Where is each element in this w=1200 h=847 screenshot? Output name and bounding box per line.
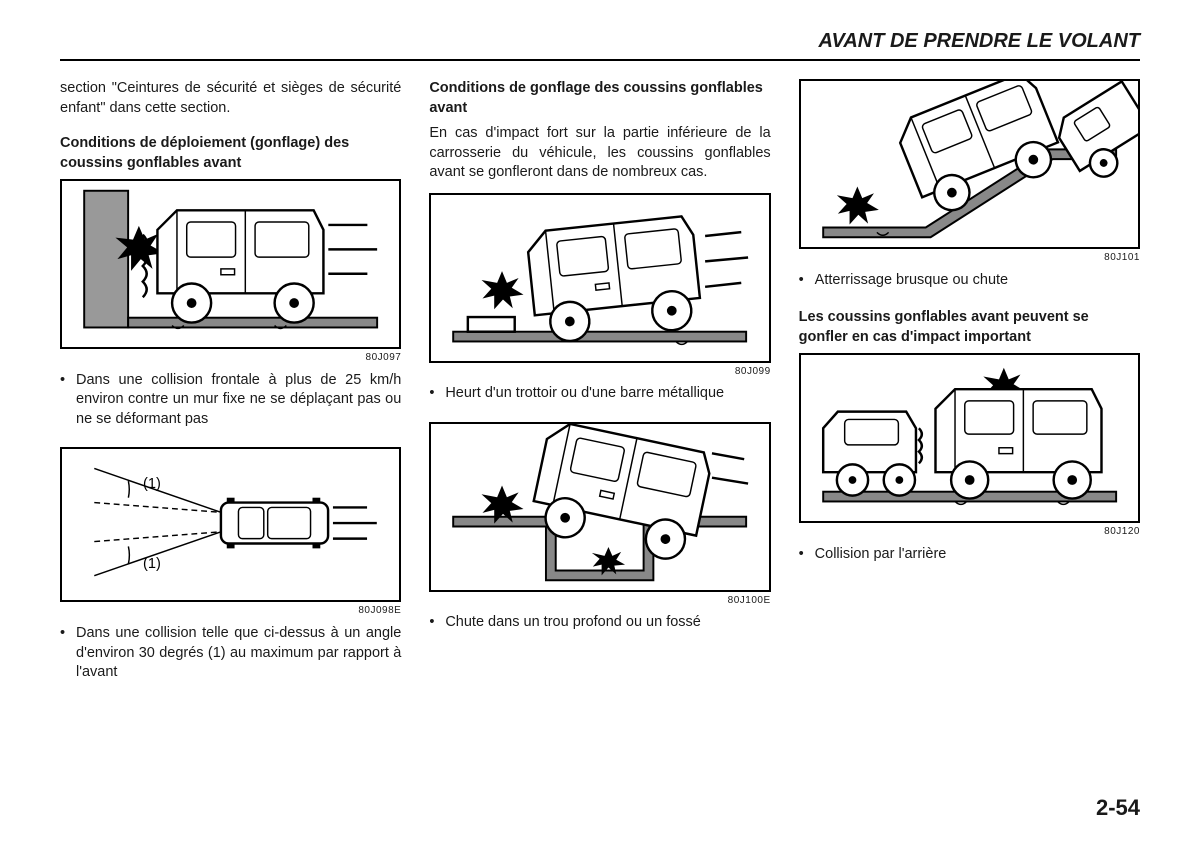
column-2: Conditions de gonflage des coussins gonf… xyxy=(429,79,770,701)
col2-bullet1-text: Heurt d'un trottoir ou d'une barre métal… xyxy=(445,384,770,404)
col2-bullet1: • Heurt d'un trottoir ou d'une barre mét… xyxy=(429,384,770,404)
fig-ref-80J120: 80J120 xyxy=(799,525,1140,539)
bullet-dot-icon: • xyxy=(429,613,445,633)
figure-hard-landing xyxy=(799,79,1140,249)
col1-intro: section "Ceintures de sécurité et sièges… xyxy=(60,79,401,118)
bullet-dot-icon: • xyxy=(60,624,76,683)
col1-bullet1: • Dans une collision frontale à plus de … xyxy=(60,371,401,430)
fig-ref-80J098E: 80J098E xyxy=(60,604,401,618)
col1-bullet1-text: Dans une collision frontale à plus de 25… xyxy=(76,371,401,430)
fig-ref-80J097: 80J097 xyxy=(60,351,401,365)
fig-ref-80J101: 80J101 xyxy=(799,251,1140,265)
col1-bullet2: • Dans une collision telle que ci-dessus… xyxy=(60,624,401,683)
figure-rear-collision xyxy=(799,353,1140,523)
column-3: 80J101 • Atterrissage brusque ou chute L… xyxy=(799,79,1140,701)
angle-label-top: (1) xyxy=(143,476,161,492)
col3-bullet2: • Collision par l'arrière xyxy=(799,545,1140,565)
figure-curb-impact xyxy=(429,193,770,363)
fig-ref-80J099: 80J099 xyxy=(429,365,770,379)
col3-bullet1: • Atterrissage brusque ou chute xyxy=(799,271,1140,291)
col2-intro: En cas d'impact fort sur la partie infér… xyxy=(429,124,770,183)
bullet-dot-icon: • xyxy=(429,384,445,404)
bullet-dot-icon: • xyxy=(799,271,815,291)
col3-bullet1-text: Atterrissage brusque ou chute xyxy=(815,271,1140,291)
col1-heading: Conditions de déploiement (gonflage) des… xyxy=(60,134,401,173)
column-1: section "Ceintures de sécurité et sièges… xyxy=(60,79,401,701)
angle-label-bottom: (1) xyxy=(143,556,161,572)
col2-heading: Conditions de gonflage des coussins gonf… xyxy=(429,79,770,118)
bullet-dot-icon: • xyxy=(60,371,76,430)
bullet-dot-icon: • xyxy=(799,545,815,565)
figure-angle-collision: (1) (1) xyxy=(60,447,401,602)
col2-bullet2: • Chute dans un trou profond ou un fossé xyxy=(429,613,770,633)
page-number: 2-54 xyxy=(1096,795,1140,821)
figure-pothole xyxy=(429,422,770,592)
col3-bullet2-text: Collision par l'arrière xyxy=(815,545,1140,565)
content-columns: section "Ceintures de sécurité et sièges… xyxy=(60,79,1140,701)
section-header: AVANT DE PRENDRE LE VOLANT xyxy=(60,30,1140,61)
col3-heading: Les coussins gonflables avant peuvent se… xyxy=(799,308,1140,347)
col1-bullet2-text: Dans une collision telle que ci-dessus à… xyxy=(76,624,401,683)
col2-bullet2-text: Chute dans un trou profond ou un fossé xyxy=(445,613,770,633)
figure-frontal-collision xyxy=(60,179,401,349)
fig-ref-80J100E: 80J100E xyxy=(429,594,770,608)
